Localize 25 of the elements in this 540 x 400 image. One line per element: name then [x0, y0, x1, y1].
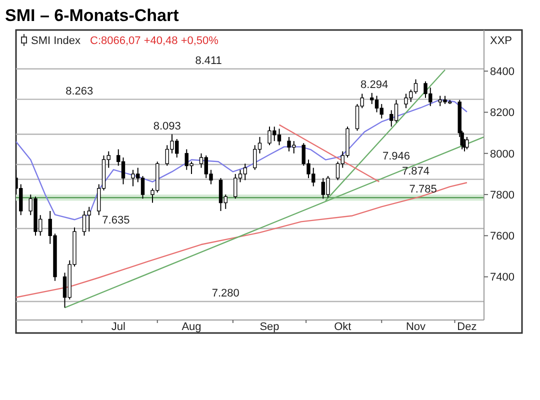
- chart-title: SMI – 6-Monats-Chart: [5, 6, 180, 25]
- y-tick-label: 8400: [490, 66, 514, 78]
- y-tick-label: 7600: [490, 230, 514, 243]
- x-tick-label: Jul: [111, 321, 126, 333]
- annotation: 8.411: [195, 54, 222, 67]
- y-axis-title: XXP: [490, 35, 512, 47]
- annotation: 8.294: [360, 78, 388, 91]
- y-tick-label: 7400: [490, 272, 514, 284]
- annotation: 7.280: [212, 287, 240, 300]
- y-tick-label: 8000: [490, 148, 514, 160]
- y-tick-label: 8200: [490, 107, 514, 120]
- x-tick-label: Nov: [406, 321, 426, 333]
- annotation: 7.946: [382, 150, 410, 163]
- y-tick-label: 7800: [490, 189, 514, 202]
- annotation: 7.874: [402, 165, 430, 178]
- x-tick-label: Okt: [334, 321, 352, 333]
- x-tick-label: Sep: [260, 321, 280, 333]
- x-tick-label: Dez: [457, 321, 477, 333]
- x-tick-label: Aug: [182, 321, 202, 333]
- annotation: C:8066,07 +40,48 +0,50%: [90, 35, 219, 47]
- annotation: 8.093: [153, 120, 181, 132]
- annotation: 8.263: [66, 85, 94, 98]
- annotation: 7.785: [409, 184, 437, 196]
- chart-subtitle: SMI Index: [31, 35, 82, 47]
- annotation: 7.635: [102, 214, 130, 226]
